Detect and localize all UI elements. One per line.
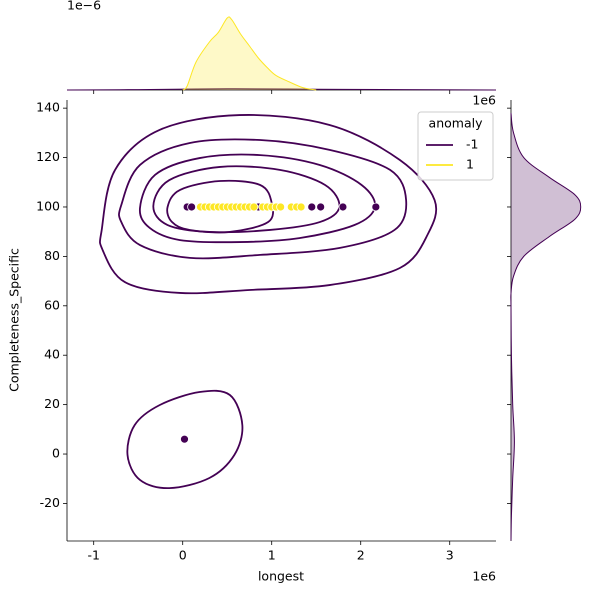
- y-tick-label: 140: [36, 100, 60, 115]
- y-tick-label: 40: [44, 347, 60, 362]
- y-tick-label: 120: [36, 149, 60, 164]
- y-tick-label: 60: [44, 297, 60, 312]
- x-tick-label: 2: [357, 548, 365, 563]
- contour: [152, 165, 341, 234]
- point: [276, 202, 286, 212]
- point: [249, 202, 259, 212]
- contour: [99, 114, 438, 295]
- point: [180, 434, 189, 444]
- point: [187, 202, 197, 212]
- density-area: [510, 113, 581, 541]
- point: [338, 202, 348, 212]
- point: [307, 202, 317, 212]
- x-tick-label: 0: [179, 548, 187, 563]
- density-line: [510, 113, 582, 541]
- y-axis-label: Completeness_Specific: [7, 248, 22, 392]
- legend-label: 1: [466, 157, 474, 172]
- point: [371, 202, 381, 212]
- x-offset-label: 1e6: [472, 93, 496, 108]
- y-tick-label: 100: [36, 198, 60, 213]
- y-tick-label: -20: [40, 495, 60, 510]
- contour: [166, 179, 274, 234]
- x-tick-label: 3: [446, 548, 454, 563]
- contour: [118, 138, 408, 260]
- y-tick-label: 80: [44, 248, 60, 263]
- x-tick-label: -1: [87, 548, 99, 563]
- y-tick-label: 20: [44, 396, 60, 411]
- density-area: [182, 16, 317, 90]
- y-tick-label: 0: [52, 446, 60, 461]
- density-line: [182, 16, 317, 91]
- y-offset-label: 1e−6: [67, 0, 101, 13]
- x-offset-label: 1e6: [472, 569, 496, 584]
- x-axis-label: longest: [258, 569, 304, 584]
- legend: anomaly -1 1: [417, 111, 494, 181]
- point: [296, 202, 306, 212]
- contour: [126, 389, 244, 490]
- density-line: [66, 88, 497, 91]
- legend-label: -1: [466, 137, 478, 152]
- x-tick-label: 1: [268, 548, 276, 563]
- point: [316, 202, 326, 212]
- legend-title: anomaly: [429, 116, 484, 131]
- legend-frame: [417, 111, 494, 181]
